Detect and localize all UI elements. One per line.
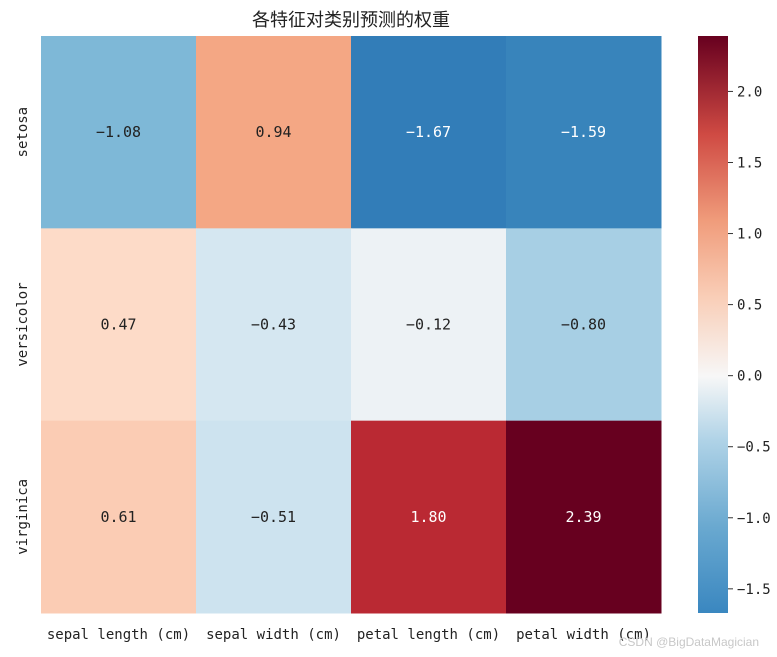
heatmap-cell xyxy=(351,420,507,614)
cell-value-label: −1.08 xyxy=(96,123,141,141)
y-tick-label: virginica xyxy=(15,479,31,555)
cell-value-label: 1.80 xyxy=(410,508,446,526)
colorbar-tick-label: 0.5 xyxy=(737,298,762,314)
watermark-text: CSDN @BigDataMagician xyxy=(618,635,759,649)
heatmap-cell xyxy=(351,228,507,422)
colorbar-tick-label: 2.0 xyxy=(737,84,762,100)
cell-value-label: −1.67 xyxy=(406,123,451,141)
y-tick-label: setosa xyxy=(15,107,31,158)
heatmap-cell xyxy=(196,420,352,614)
cell-value-label: −0.12 xyxy=(406,316,451,334)
heatmap-cell xyxy=(351,36,507,229)
x-tick-label: sepal width (cm) xyxy=(206,627,341,643)
cell-value-label: −0.51 xyxy=(251,508,296,526)
cell-value-label: −1.59 xyxy=(561,123,606,141)
chart-title: 各特征对类别预测的权重 xyxy=(252,10,450,31)
colorbar-tick-label: 0.0 xyxy=(737,369,762,385)
colorbar xyxy=(698,36,728,613)
colorbar-tick-label: −0.5 xyxy=(737,440,771,456)
heatmap-cell xyxy=(506,36,662,229)
cell-value-label: −0.80 xyxy=(561,316,606,334)
heatmap-cell xyxy=(506,228,662,422)
heatmap-cell xyxy=(196,228,352,422)
x-tick-label: petal length (cm) xyxy=(357,627,500,643)
cell-value-label: 0.47 xyxy=(100,316,136,334)
colorbar-tick-label: −1.5 xyxy=(737,582,771,598)
colorbar-tick-label: −1.0 xyxy=(737,511,771,527)
colorbar-tick-label: 1.0 xyxy=(737,227,762,243)
x-tick-label: sepal length (cm) xyxy=(47,627,190,643)
heatmap-cell xyxy=(196,36,352,229)
x-tick-label: petal width (cm) xyxy=(516,627,651,643)
heatmap-cell xyxy=(506,420,662,614)
cell-value-label: 0.61 xyxy=(100,508,136,526)
heatmap-cell xyxy=(41,36,197,229)
y-tick-label: versicolor xyxy=(15,282,31,366)
colorbar-tick-label: 1.5 xyxy=(737,155,762,171)
heatmap-cell xyxy=(41,228,197,422)
cell-value-label: 0.94 xyxy=(255,123,291,141)
cell-value-label: −0.43 xyxy=(251,316,296,334)
cell-value-label: 2.39 xyxy=(565,508,601,526)
heatmap-cell xyxy=(41,420,197,614)
